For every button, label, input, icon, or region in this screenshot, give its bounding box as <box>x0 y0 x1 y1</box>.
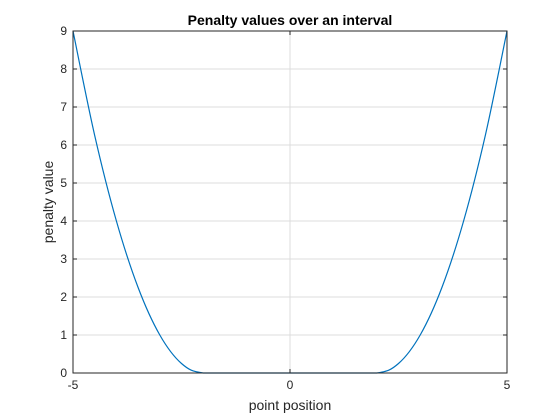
y-tick-label: 4 <box>60 214 67 228</box>
x-tick-labels: -5 0 5 <box>68 378 511 392</box>
y-tick-label: 8 <box>60 62 67 76</box>
y-axis-label: penalty value <box>40 161 56 244</box>
y-tick-label: 3 <box>60 252 67 266</box>
x-axis-label: point position <box>249 397 332 413</box>
tick-marks <box>72 30 508 374</box>
y-tick-labels: 0 1 2 3 4 5 6 7 8 9 <box>60 24 67 380</box>
y-tick-label: 7 <box>60 100 67 114</box>
y-tick-label: 0 <box>60 366 67 380</box>
y-tick-label: 9 <box>60 24 67 38</box>
x-tick-label: -5 <box>68 378 79 392</box>
y-tick-label: 6 <box>60 138 67 152</box>
x-tick-label: 5 <box>504 378 511 392</box>
x-tick-label: 0 <box>287 378 294 392</box>
y-tick-label: 5 <box>60 176 67 190</box>
chart-title: Penalty values over an interval <box>188 12 393 28</box>
y-tick-label: 1 <box>60 328 67 342</box>
y-tick-label: 2 <box>60 290 67 304</box>
